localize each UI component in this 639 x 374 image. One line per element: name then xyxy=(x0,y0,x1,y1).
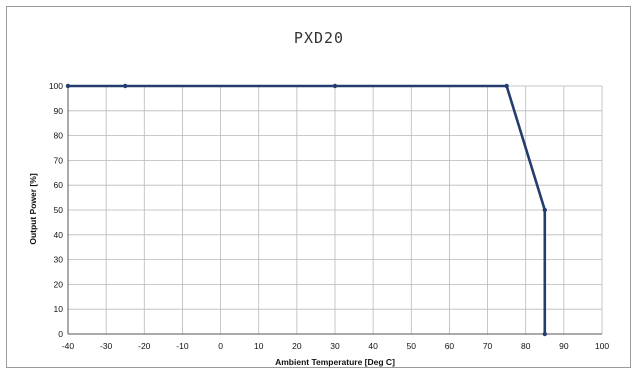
x-tick-label: 70 xyxy=(483,341,493,351)
x-tick-label: 40 xyxy=(368,341,378,351)
y-tick-label: 30 xyxy=(54,255,64,265)
x-tick-label: 50 xyxy=(407,341,417,351)
y-tick-label: 20 xyxy=(54,279,64,289)
y-tick-label: 70 xyxy=(54,155,64,165)
y-tick-label: 50 xyxy=(54,205,64,215)
x-tick-label: -40 xyxy=(62,341,75,351)
chart-frame: PXD20 -40 -30 -20 -10 0 10 20 30 40 50 60 70 80 90 100… xyxy=(6,6,631,368)
y-tick-label: 90 xyxy=(54,106,64,116)
y-axis-label: Output Power [%] xyxy=(28,173,38,244)
x-tick-label: 30 xyxy=(330,341,340,351)
series-layer xyxy=(65,83,547,337)
y-tick-label: 10 xyxy=(54,304,64,314)
y-tick-label: 60 xyxy=(54,180,64,190)
data-point xyxy=(542,207,547,213)
data-point xyxy=(65,83,71,89)
y-tick-label: 40 xyxy=(54,230,64,240)
y-tick-label: 0 xyxy=(58,329,63,339)
chart-title: PXD20 xyxy=(294,29,344,47)
tick-labels: -40 -30 -20 -10 0 10 20 30 40 50 60 70 80 90 100 0 10 20 3… xyxy=(49,81,610,351)
y-tick-label: 100 xyxy=(49,81,63,91)
data-point xyxy=(542,331,547,337)
x-tick-label: -10 xyxy=(176,341,189,351)
x-tick-label: 100 xyxy=(595,341,609,351)
x-tick-label: 90 xyxy=(559,341,569,351)
grid xyxy=(67,85,603,335)
x-tick-label: 80 xyxy=(521,341,531,351)
axes xyxy=(67,86,602,335)
chart: PXD20 -40 -30 -20 -10 0 10 20 30 40 50 60 70 80 90 100… xyxy=(28,29,610,367)
x-tick-label: -20 xyxy=(138,341,151,351)
x-tick-label: 10 xyxy=(254,341,264,351)
y-tick-label: 80 xyxy=(54,131,64,141)
x-tick-label: 20 xyxy=(292,341,302,351)
x-tick-label: 0 xyxy=(218,341,223,351)
data-point xyxy=(332,83,338,89)
derating-curve-line xyxy=(68,84,547,334)
x-tick-label: -30 xyxy=(100,341,113,351)
x-axis-label: Ambient Temperature [Deg C] xyxy=(275,357,395,367)
data-point xyxy=(123,83,128,89)
x-tick-label: 60 xyxy=(445,341,455,351)
data-point xyxy=(504,83,509,89)
